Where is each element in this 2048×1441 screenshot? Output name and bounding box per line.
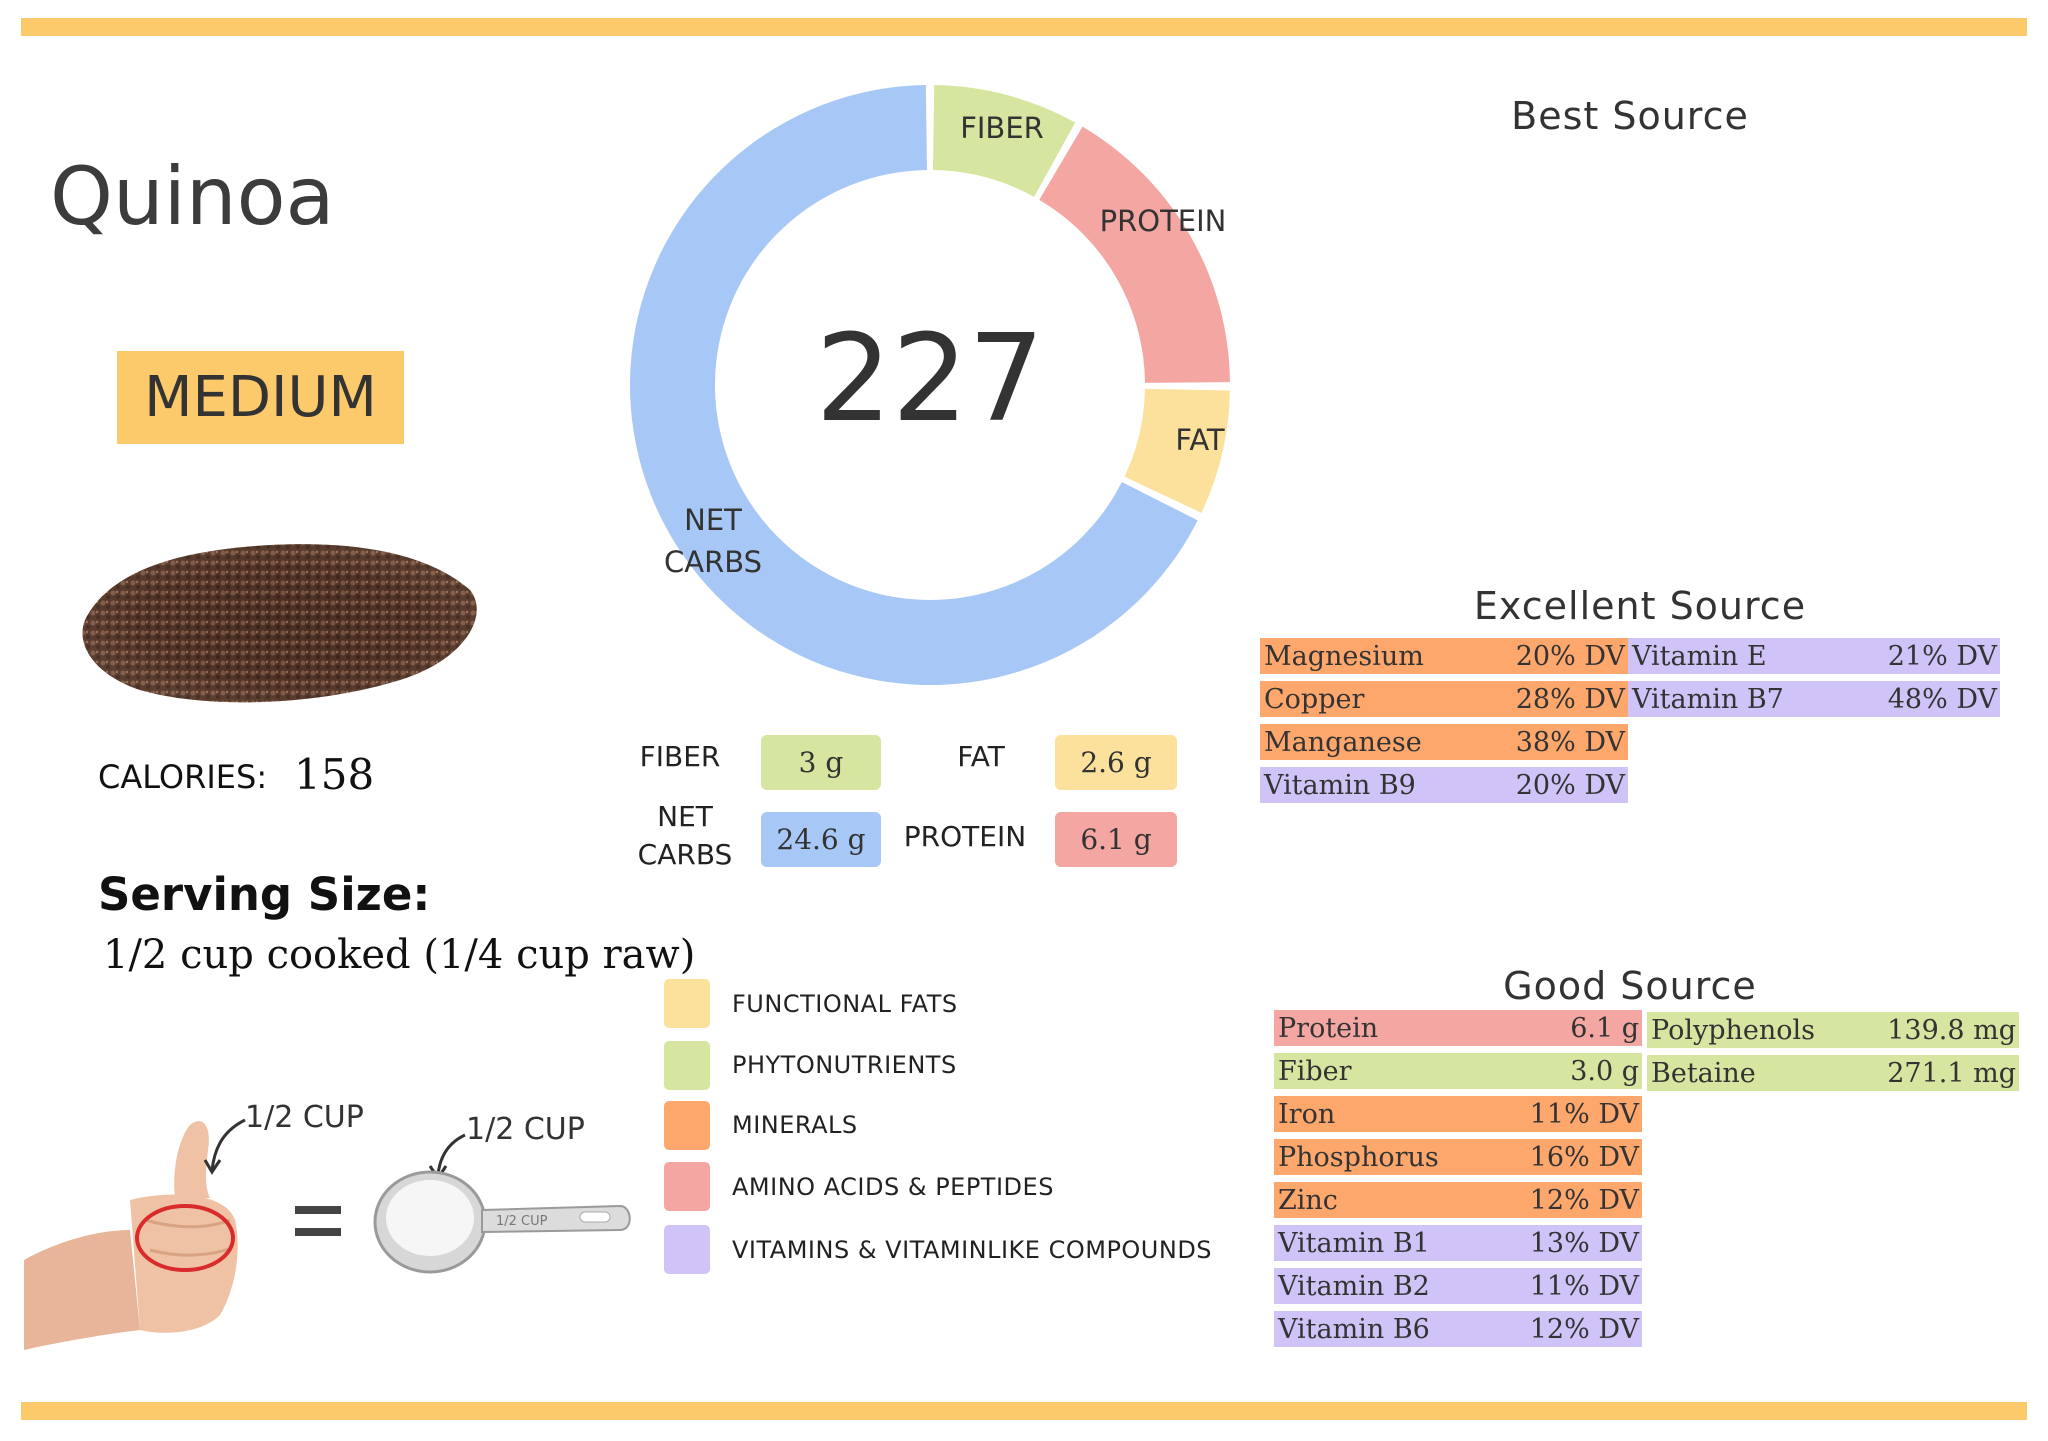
- donut-segment-net-carbs: [630, 85, 1198, 685]
- legend-swatch: [664, 1225, 710, 1274]
- macro-label-fat: FAT: [957, 740, 1005, 773]
- nutrient-value: 20% DV: [1515, 640, 1625, 672]
- cup-engraving: 1/2 CUP: [496, 1214, 548, 1229]
- nutrient-name: Zinc: [1278, 1184, 1338, 1216]
- nutrient-name: Vitamin B1: [1278, 1227, 1430, 1259]
- nutrient-name: Fiber: [1278, 1055, 1352, 1087]
- nutrient-value: 13% DV: [1529, 1227, 1639, 1259]
- nutrient-name: Polyphenols: [1651, 1014, 1816, 1046]
- nutrient-name: Betaine: [1651, 1057, 1756, 1089]
- excellent-nutrient-row: Vitamin B7 48% DV: [1628, 681, 2000, 717]
- bottom-border-bar: [21, 1402, 2027, 1420]
- legend-swatch: [664, 979, 710, 1028]
- nutrient-name: Vitamin B9: [1264, 769, 1416, 801]
- quinoa-image: [82, 544, 477, 703]
- nutrient-value: 11% DV: [1529, 1098, 1639, 1130]
- donut-segment-fiber: [933, 85, 1076, 197]
- good-nutrient-row: Vitamin B1 13% DV: [1274, 1225, 1642, 1261]
- nutrient-value: 6.1 g: [1570, 1012, 1639, 1044]
- excellent-nutrient-row: Manganese 38% DV: [1260, 724, 1628, 760]
- good-nutrient-row: Fiber 3.0 g: [1274, 1053, 1642, 1089]
- good-nutrient-row: Vitamin B6 12% DV: [1274, 1311, 1642, 1347]
- nutrient-name: Vitamin B6: [1278, 1313, 1430, 1345]
- good-nutrient-row: Phosphorus 16% DV: [1274, 1139, 1642, 1175]
- good-nutrient-row: Betaine 271.1 mg: [1647, 1055, 2019, 1091]
- legend-swatch: [664, 1040, 710, 1090]
- donut-label-protein: PROTEIN: [1100, 204, 1227, 238]
- donut-segment-protein: [1039, 126, 1230, 383]
- donut-label-net-carbs: NET CARBS: [664, 503, 762, 579]
- excellent-nutrient-row: Vitamin B9 20% DV: [1260, 767, 1628, 803]
- nutrient-name: Copper: [1264, 683, 1365, 715]
- legend-item-amino-acids: AMINO ACIDS & PEPTIDES: [664, 1155, 1212, 1218]
- legend-item-minerals: MINERALS: [664, 1095, 1212, 1155]
- legend-item-phytonutrients: PHYTONUTRIENTS: [664, 1035, 1212, 1095]
- nutrient-name: Magnesium: [1264, 640, 1424, 672]
- nutrient-value: 28% DV: [1515, 683, 1625, 715]
- serving-size-text: 1/2 cup cooked (1/4 cup raw): [103, 932, 696, 978]
- hand-highlight-circle: [135, 1204, 235, 1272]
- macro-value-protein: 6.1 g: [1055, 812, 1177, 867]
- nutrient-name: Vitamin B7: [1632, 683, 1784, 715]
- hand-cup-illustration: [24, 1118, 631, 1350]
- legend: FUNCTIONAL FATS PHYTONUTRIENTS MINERALS …: [664, 972, 1212, 1281]
- good-source-title: Good Source: [1503, 964, 1757, 1008]
- nutrient-name: Phosphorus: [1278, 1141, 1439, 1173]
- cup-label: 1/2 CUP: [466, 1112, 585, 1147]
- nutrient-name: Protein: [1278, 1012, 1379, 1044]
- hand-label: 1/2 CUP: [245, 1100, 364, 1135]
- macro-label-net-carbs: NET CARBS: [637, 800, 733, 871]
- excellent-nutrient-row: Copper 28% DV: [1260, 681, 1628, 717]
- nutrient-value: 139.8 mg: [1887, 1014, 2016, 1046]
- food-title: Quinoa: [50, 150, 335, 243]
- total-calories-value: 227: [815, 310, 1044, 449]
- donut-segment-fat: [1124, 388, 1230, 513]
- good-nutrient-row: Polyphenols 139.8 mg: [1647, 1012, 2019, 1048]
- best-source-title: Best Source: [1511, 94, 1749, 138]
- nutrient-value: 12% DV: [1529, 1313, 1639, 1345]
- nutrient-value: 21% DV: [1887, 640, 1997, 672]
- legend-swatch: [664, 1100, 710, 1150]
- nutrient-name: Vitamin B2: [1278, 1270, 1430, 1302]
- donut-label-fat: FAT: [1175, 423, 1225, 457]
- nutrient-value: 11% DV: [1529, 1270, 1639, 1302]
- nutrient-value: 3.0 g: [1570, 1055, 1639, 1087]
- nutrient-name: Manganese: [1264, 726, 1422, 758]
- good-nutrient-row: Protein 6.1 g: [1274, 1010, 1642, 1046]
- macro-label-protein: PROTEIN: [903, 820, 1027, 853]
- good-nutrient-row: Zinc 12% DV: [1274, 1182, 1642, 1218]
- legend-swatch: [664, 1162, 710, 1211]
- donut-label-fiber: FIBER: [960, 111, 1044, 145]
- legend-item-functional-fats: FUNCTIONAL FATS: [664, 972, 1212, 1035]
- macro-value-fat: 2.6 g: [1055, 735, 1177, 790]
- nutrient-value: 271.1 mg: [1887, 1057, 2016, 1089]
- nutrient-name: Vitamin E: [1632, 640, 1767, 672]
- nutrient-value: 38% DV: [1515, 726, 1625, 758]
- macro-label-fiber: FIBER: [639, 740, 721, 773]
- nutrient-name: Iron: [1278, 1098, 1336, 1130]
- calorie-donut-chart: 227 FIBER PROTEIN FAT NET CARBS: [630, 85, 1230, 685]
- macro-value-net-carbs: 24.6 g: [761, 812, 881, 867]
- macro-value-fiber: 3 g: [761, 735, 881, 790]
- top-border-bar: [21, 18, 2027, 36]
- excellent-nutrient-row: Magnesium 20% DV: [1260, 638, 1628, 674]
- calories-value: 158: [294, 750, 375, 799]
- good-nutrient-row: Iron 11% DV: [1274, 1096, 1642, 1132]
- nutrient-value: 16% DV: [1529, 1141, 1639, 1173]
- serving-size-title: Serving Size:: [98, 868, 431, 921]
- excellent-nutrient-row: Vitamin E 21% DV: [1628, 638, 2000, 674]
- excellent-source-title: Excellent Source: [1473, 584, 1807, 628]
- legend-item-vitamins: VITAMINS & VITAMINLIKE COMPOUNDS: [664, 1218, 1212, 1281]
- level-badge: MEDIUM: [117, 351, 404, 444]
- good-nutrient-row: Vitamin B2 11% DV: [1274, 1268, 1642, 1304]
- nutrient-value: 12% DV: [1529, 1184, 1639, 1216]
- calories-label: CALORIES:: [98, 758, 268, 796]
- nutrient-value: 48% DV: [1887, 683, 1997, 715]
- nutrient-value: 20% DV: [1515, 769, 1625, 801]
